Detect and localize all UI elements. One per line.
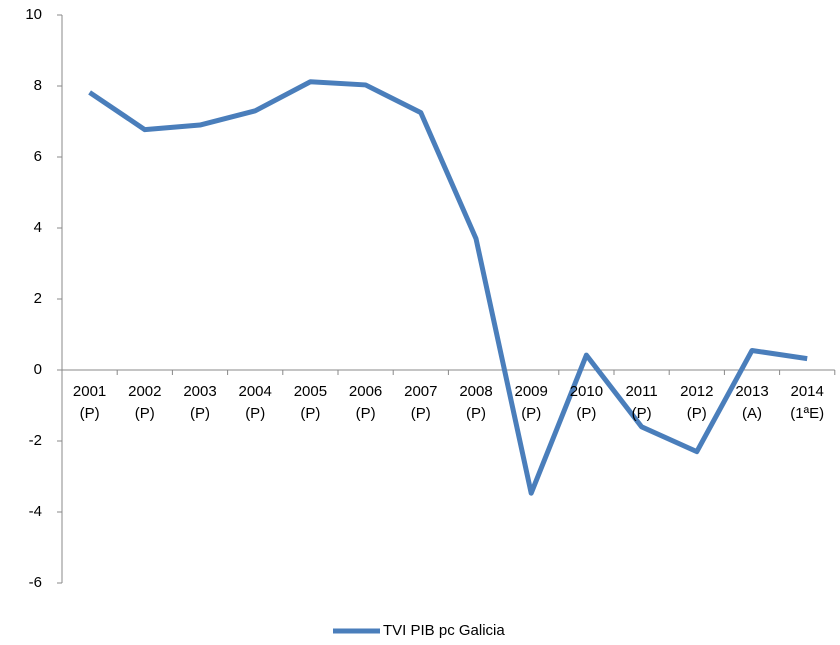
y-tick-label: -6 [29,574,42,591]
data-line [88,79,808,496]
x-tick-label: 2005 (P) [293,383,328,422]
y-tick-label: -4 [29,503,42,520]
x-tick-label: 2014 (1ªE) [790,383,825,422]
x-tick-label: 2008 (P) [459,383,493,422]
x-tick-label: 2007 (P) [404,383,438,422]
y-tick-label: 10 [25,6,42,23]
y-tick-label: 8 [34,77,42,94]
legend-label: TVI PIB pc Galicia [383,622,505,639]
x-tick-label: 2011 (P) [625,383,658,422]
y-tick-label: -2 [29,432,42,449]
y-tick-label: 0 [34,361,42,378]
x-tick-label: 2003 (P) [183,383,217,422]
x-tick-label: 2002 (P) [128,383,162,422]
y-tick-label: 2 [34,290,42,307]
x-tick-label: 2006 (P) [348,383,383,422]
x-tick-label: 2004 (P) [238,383,272,422]
y-tick-label: 6 [34,148,42,165]
x-tick-label: 2013 (A) [735,383,769,422]
x-tick-label: 2009 (P) [514,383,548,422]
x-tick-label: 2010 (P) [569,383,604,422]
x-tick-label: 2001 (P) [72,383,107,422]
y-tick-label: 4 [34,219,42,236]
x-tick-label: 2012 (P) [680,383,714,422]
